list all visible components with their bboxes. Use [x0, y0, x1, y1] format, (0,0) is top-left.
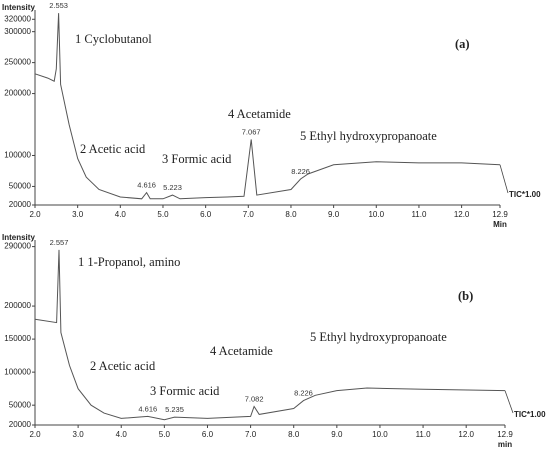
peak-label: 2.557: [50, 238, 69, 247]
y-tick-label: 300000: [4, 27, 31, 36]
peak-label: 8.226: [294, 389, 313, 398]
peak-label: 5.235: [165, 405, 184, 414]
y-tick-label: 150000: [4, 334, 31, 343]
x-tick-label: 3.0: [73, 430, 85, 439]
y-tick-label: 100000: [4, 151, 31, 160]
x-tick-label: 11.0: [416, 430, 432, 439]
x-tick-label: 3.0: [72, 210, 84, 219]
compound-annotation: 3 Formic acid: [150, 384, 220, 398]
y-tick-label: 20000: [9, 420, 32, 429]
compound-annotation: 3 Formic acid: [162, 152, 232, 166]
x-tick-label: 9.0: [331, 430, 343, 439]
compound-annotation: 4 Acetamide: [210, 344, 273, 358]
x-axis-label: min: [498, 440, 512, 449]
y-axis-label: Intensity: [2, 233, 35, 242]
x-tick-label: 5.0: [157, 210, 169, 219]
compound-annotation: 1 Cyclobutanol: [75, 32, 152, 46]
x-tick-label: 12.9: [492, 210, 508, 219]
panel-label: (a): [455, 37, 470, 51]
trace-leader: [504, 390, 514, 414]
peak-label: 4.616: [137, 181, 156, 190]
y-axis-label: Intensity: [2, 3, 35, 12]
x-tick-label: 4.0: [115, 210, 127, 219]
y-tick-label: 320000: [4, 14, 31, 23]
x-tick-label: 7.0: [243, 210, 255, 219]
trace-leader: [499, 164, 509, 194]
compound-annotation: 5 Ethyl hydroxypropanoate: [300, 129, 437, 143]
trace-label: TIC*1.00: [514, 410, 546, 419]
y-tick-label: 20000: [9, 200, 32, 209]
compound-annotation: 2 Acetic acid: [90, 359, 156, 373]
x-tick-label: 2.0: [29, 430, 41, 439]
x-tick-label: 12.9: [497, 430, 513, 439]
peak-label: 5.223: [163, 183, 182, 192]
x-tick-label: 12.0: [458, 430, 474, 439]
x-tick-label: 8.0: [285, 210, 297, 219]
x-tick-label: 12.0: [454, 210, 470, 219]
peak-label: 8.226: [291, 167, 310, 176]
panel-label: (b): [458, 289, 473, 303]
peak-label: 7.082: [245, 394, 264, 403]
y-tick-label: 50000: [9, 400, 32, 409]
x-tick-label: 8.0: [288, 430, 300, 439]
compound-annotation: 4 Acetamide: [228, 107, 291, 121]
compound-annotation: 2 Acetic acid: [80, 142, 146, 156]
x-axis-label: Min: [493, 220, 507, 229]
x-tick-label: 11.0: [411, 210, 427, 219]
x-tick-label: 4.0: [116, 430, 128, 439]
x-tick-label: 10.0: [372, 430, 388, 439]
trace: [34, 13, 501, 200]
x-tick-label: 6.0: [200, 210, 212, 219]
x-tick-label: 6.0: [202, 430, 214, 439]
compound-annotation: 1 1-Propanol, amino: [78, 255, 180, 269]
y-tick-label: 50000: [9, 182, 32, 191]
compound-annotation: 5 Ethyl hydroxypropanoate: [310, 330, 447, 344]
peak-label: 7.067: [242, 127, 261, 136]
x-tick-label: 5.0: [159, 430, 171, 439]
x-tick-label: 10.0: [368, 210, 384, 219]
y-tick-label: 290000: [4, 242, 31, 251]
y-tick-label: 200000: [4, 301, 31, 310]
x-tick-label: 7.0: [245, 430, 257, 439]
y-tick-label: 100000: [4, 367, 31, 376]
y-tick-label: 250000: [4, 58, 31, 67]
peak-label: 2.553: [49, 1, 68, 10]
trace-label: TIC*1.00: [509, 190, 541, 199]
x-tick-label: 9.0: [328, 210, 340, 219]
trace: [34, 249, 506, 421]
x-tick-label: 2.0: [29, 210, 41, 219]
y-tick-label: 200000: [4, 89, 31, 98]
peak-label: 4.616: [138, 404, 157, 413]
